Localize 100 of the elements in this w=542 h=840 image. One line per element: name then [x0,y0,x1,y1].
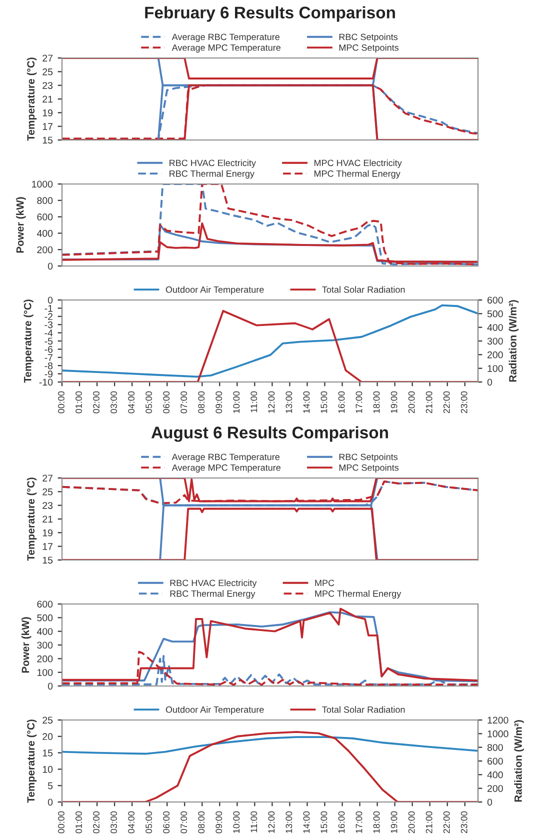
x-tick-label: 00:00 [58,811,64,834]
legend-label: RBC Setpoints [339,33,398,42]
x-tick-label: 13:00 [286,391,292,413]
y2-tick-label: 200 [488,785,503,792]
y-tick-label: 25 [42,716,53,724]
legend-label: MPC [315,580,334,586]
y-tick-label: 0 [48,262,53,270]
x-tick-label: 08:00 [198,811,205,834]
y2-tick-label: 600 [488,758,503,765]
y-tick-label: 25 [42,68,53,76]
y-tick-label: 500 [37,614,53,622]
y-tick-label: 19 [42,529,53,536]
x-tick-label: 02:00 [93,391,100,414]
x-tick-label: 06:00 [163,811,170,834]
x-tick-label: 09:00 [216,391,222,414]
y-tick-label: 21 [42,516,52,523]
y2-tick-label: 800 [487,744,503,751]
y-axis-title: Power (kW) [16,197,26,253]
x-tick-label: 14:00 [303,811,310,833]
y-tick-label: 800 [37,197,53,204]
y-tick-label: 17 [42,123,52,130]
y-tick-label: 20 [42,733,53,740]
legend-label: Average RBC Temperature [172,34,280,42]
y-tick-label: -3 [44,321,53,328]
y-tick-label: -5 [44,338,53,345]
x-tick-label: 16:00 [338,811,345,833]
legend-label: Outdoor Air Temperature [166,286,264,295]
y2-axis-title: Radiation (W/m²) [508,300,519,382]
y2-tick-label: 1200 [488,716,508,724]
y2-tick-label: 0 [487,798,492,806]
legend-label: RBC Thermal Energy [170,590,256,599]
y-axis-title: Temperature (°C) [26,58,37,141]
x-tick-label: 03:00 [110,391,117,414]
y-tick-label: 300 [37,642,53,649]
legend-label: Average MPC Temperature [172,44,280,53]
y-tick-label: 27 [42,474,52,482]
y2-tick-label: 200 [488,351,503,358]
y2-tick-label: 300 [487,338,503,345]
y-tick-label: 600 [37,600,53,608]
x-tick-label: 20:00 [408,391,415,414]
y-tick-label: 400 [36,628,53,635]
legend-label: MPC Thermal Energy [314,170,400,179]
x-tick-label: 18:00 [373,811,380,833]
y2-tick-label: 600 [488,296,503,304]
x-tick-label: 16:00 [338,391,345,413]
y-tick-label: 23 [42,82,53,89]
y-tick-label: 100 [37,669,53,676]
x-tick-label: 07:00 [180,391,188,414]
x-tick-label: 07:00 [180,811,188,834]
y-tick-label: -6 [44,346,53,353]
y2-tick-label: 400 [487,324,503,331]
y-tick-label: 200 [37,655,53,662]
y2-tick-label: 500 [487,310,503,318]
y-tick-label: 15 [42,556,53,564]
legend-label: MPC Setpoints [339,44,399,53]
y-tick-label: 0 [48,798,53,806]
legend-label: RBC Setpoints [339,453,398,462]
x-tick-label: 11:00 [250,391,258,412]
x-tick-label: 15:00 [320,391,328,413]
y-tick-label: -1 [44,305,52,312]
y-tick-label: -9 [44,370,53,378]
legend-label: Total Solar Radiation [322,286,405,293]
y-tick-label: 10 [42,766,53,773]
x-tick-label: 23:00 [460,391,468,414]
y-axis-title: Temperature (°C) [24,300,34,383]
x-tick-label: 18:00 [373,391,380,413]
y-tick-label: 21 [42,96,52,103]
y-tick-label: 600 [37,214,53,220]
x-tick-label: 05:00 [146,811,152,834]
y-tick-label: 23 [42,502,53,509]
y-tick-label: 1000 [32,180,53,188]
y2-tick-label: 400 [487,771,503,778]
x-tick-label: 01:00 [76,391,82,414]
y2-tick-label: 0 [487,378,492,386]
x-tick-label: 04:00 [128,391,134,414]
y-tick-label: -10 [39,378,53,386]
y-tick-label: 15 [42,136,53,144]
x-tick-label: 12:00 [268,811,275,833]
y2-tick-label: 100 [488,365,503,372]
legend-label: MPC Thermal Energy [315,590,402,599]
x-tick-label: 06:00 [163,391,170,414]
x-tick-label: 23:00 [460,811,468,834]
y-tick-label: 27 [42,54,52,62]
legend-label: Average MPC Temperature [172,464,280,473]
x-tick-label: 20:00 [408,811,415,834]
y-axis-title: Temperature (°C) [26,478,37,561]
x-tick-label: 17:00 [356,811,362,833]
y-tick-label: 5 [48,782,53,790]
x-tick-label: 21:00 [426,391,432,414]
x-tick-label: 21:00 [426,811,432,834]
chart-title: February 6 Results Comparison [145,6,395,22]
legend-label: MPC HVAC Electricity [314,159,402,168]
x-tick-label: 11:00 [250,811,258,832]
x-tick-label: 09:00 [216,811,222,834]
x-tick-label: 01:00 [76,811,82,834]
x-tick-label: 02:00 [93,811,100,834]
x-tick-label: 08:00 [198,391,205,414]
x-tick-label: 00:00 [58,391,64,414]
x-tick-label: 05:00 [146,391,152,414]
legend-label: RBC Thermal Energy [170,170,254,179]
